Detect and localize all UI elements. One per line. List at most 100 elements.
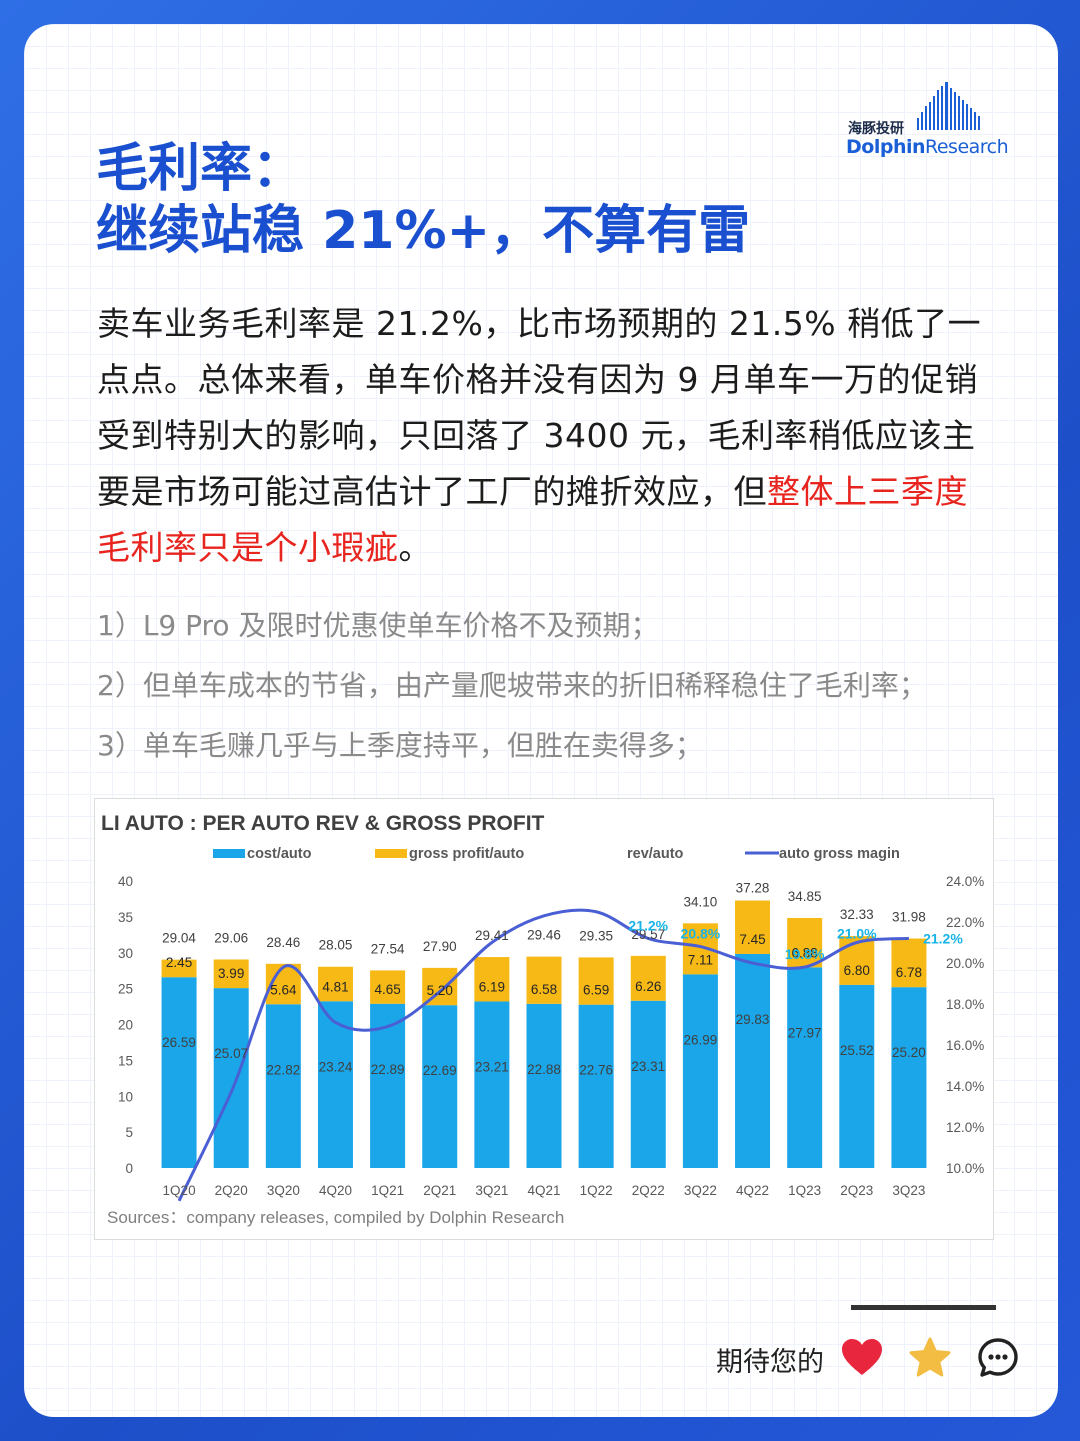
rev-label: 34.85: [788, 889, 822, 904]
y-tick-label: 15: [118, 1053, 133, 1068]
rev-label: 27.54: [371, 941, 405, 956]
gross-profit-label: 5.64: [270, 982, 297, 997]
y-tick-label: 0: [125, 1161, 133, 1176]
bar-cost: [161, 977, 197, 1168]
chart-source: Sources：company releases, compiled by Do…: [107, 1208, 564, 1227]
x-tick-label: 4Q20: [319, 1183, 352, 1198]
title-line-1: 毛利率：: [96, 139, 305, 199]
rev-label: 29.46: [527, 928, 561, 943]
y-tick-label: 40: [118, 874, 133, 889]
rev-label: 31.98: [892, 910, 926, 925]
cost-label: 22.89: [371, 1062, 405, 1077]
chart-container: LI AUTO : PER AUTO REV & GROSS PROFIT cos…: [94, 798, 994, 1240]
margin-line: [177, 908, 910, 1202]
bar-gross-profit: [787, 917, 823, 968]
bar-gross-profit: [526, 956, 562, 1004]
margin-label: 21.2%: [923, 930, 963, 946]
x-tick-label: 2Q23: [840, 1183, 873, 1198]
cost-label: 22.76: [579, 1063, 613, 1078]
x-tick-label: 4Q22: [736, 1183, 769, 1198]
legend-swatch: [213, 849, 245, 858]
cost-label: 23.21: [475, 1059, 509, 1074]
gross-profit-label: 6.19: [479, 979, 505, 994]
y2-tick-label: 10.0%: [946, 1161, 984, 1176]
bar-cost: [370, 1003, 406, 1168]
bar-gross-profit: [578, 957, 614, 1005]
rev-label: 29.41: [475, 928, 509, 943]
rev-label: 29.04: [162, 931, 196, 946]
y2-tick-label: 14.0%: [946, 1079, 984, 1094]
rev-label: 32.33: [840, 907, 874, 922]
rev-label: 34.10: [684, 894, 718, 909]
y2-tick-label: 16.0%: [946, 1038, 984, 1053]
bar-cost: [265, 1004, 301, 1168]
y2-tick-label: 20.0%: [946, 956, 984, 971]
footer-divider: [851, 1305, 996, 1310]
bar-gross-profit: [474, 957, 510, 1002]
bar-cost: [578, 1004, 614, 1168]
legend-label: rev/auto: [627, 846, 684, 862]
x-tick-label: 1Q22: [580, 1183, 613, 1198]
x-tick-label: 3Q23: [892, 1183, 925, 1198]
bar-gross-profit: [891, 938, 927, 988]
bar-cost: [422, 1005, 458, 1168]
x-tick-label: 3Q22: [684, 1183, 717, 1198]
x-tick-label: 2Q20: [215, 1183, 248, 1198]
gross-profit-label: 5.20: [427, 983, 453, 998]
rev-label: 28.46: [266, 935, 300, 950]
y2-tick-label: 24.0%: [946, 874, 984, 889]
cost-label: 26.99: [684, 1032, 718, 1047]
legend-swatch: [375, 849, 407, 858]
page-title: 毛利率： 继续站稳 21%+，不算有雷: [96, 138, 816, 262]
cost-label: 22.82: [266, 1062, 300, 1077]
y-tick-label: 5: [125, 1125, 133, 1140]
bar-gross-profit: [839, 936, 875, 985]
star-icon[interactable]: [908, 1336, 952, 1380]
y2-tick-label: 22.0%: [946, 915, 984, 930]
rev-label: 29.06: [214, 930, 248, 945]
rev-label: 28.05: [319, 938, 353, 953]
bar-cost: [630, 1000, 666, 1168]
gross-profit-label: 6.26: [635, 979, 661, 994]
bar-cost: [735, 953, 771, 1168]
cost-label: 22.88: [527, 1062, 561, 1077]
margin-label: 19.8%: [785, 946, 825, 962]
legend-label: cost/auto: [247, 846, 312, 862]
gross-profit-label: 7.11: [688, 952, 713, 967]
cost-label: 27.97: [788, 1025, 822, 1040]
summary-paragraph: 卖车业务毛利率是 21.2%，比市场预期的 21.5% 稍低了一点点。总体来看，…: [97, 304, 982, 567]
brand-en: DolphinResearch: [846, 136, 1009, 158]
bar-gross-profit: [735, 900, 771, 954]
gross-profit-label: 3.99: [218, 966, 244, 981]
points-list: 1）L9 Pro 及限时优惠使单车价格不及预期； 2）但单车成本的节省，由产量爬…: [97, 596, 997, 776]
bar-cost: [526, 1003, 562, 1168]
bars-logo-icon: [917, 82, 980, 130]
bar-gross-profit: [161, 959, 197, 978]
bar-cost: [891, 987, 927, 1168]
y-tick-label: 20: [118, 1018, 133, 1033]
bar-gross-profit: [422, 967, 458, 1006]
bar-gross-profit: [317, 966, 353, 1002]
bar-line-chart: LI AUTO : PER AUTO REV & GROSS PROFIT cos…: [101, 812, 984, 1227]
gross-profit-label: 4.65: [374, 982, 400, 997]
cost-label: 25.07: [214, 1046, 248, 1061]
cost-label: 25.20: [892, 1045, 926, 1060]
x-tick-label: 2Q22: [632, 1183, 665, 1198]
point-item: 3）单车毛赚几乎与上季度持平，但胜在卖得多；: [97, 729, 703, 762]
legend-label: auto gross magin: [779, 846, 900, 862]
y-tick-label: 10: [118, 1089, 133, 1104]
x-tick-label: 4Q21: [527, 1183, 560, 1198]
cost-label: 29.83: [736, 1012, 770, 1027]
title-line-2: 继续站稳 21%+，不算有雷: [96, 201, 751, 261]
heart-icon[interactable]: [840, 1336, 884, 1380]
comment-icon[interactable]: [976, 1336, 1020, 1380]
gross-profit-label: 2.45: [166, 955, 192, 970]
bar-cost: [787, 967, 823, 1168]
rev-label: 29.57: [631, 927, 665, 942]
margin-label: 21.0%: [837, 926, 877, 942]
y-tick-label: 30: [118, 946, 133, 961]
rev-label: 37.28: [736, 881, 770, 896]
cost-label: 23.31: [631, 1059, 665, 1074]
cost-label: 25.52: [840, 1043, 874, 1058]
x-tick-label: 3Q21: [475, 1183, 508, 1198]
